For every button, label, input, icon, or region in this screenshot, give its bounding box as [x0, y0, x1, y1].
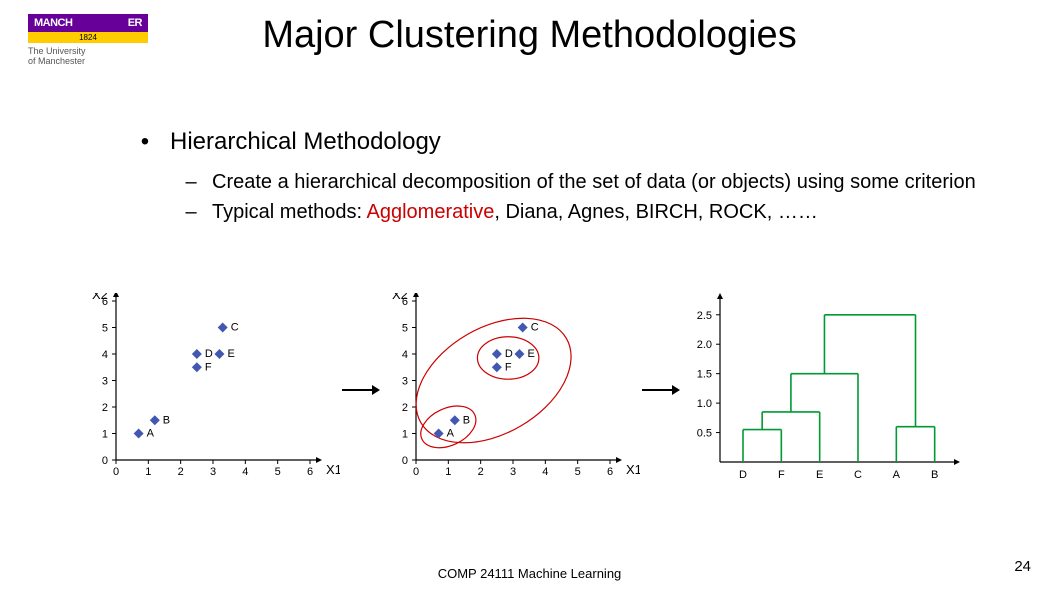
svg-text:2: 2	[178, 466, 184, 478]
svg-text:2: 2	[478, 466, 484, 478]
svg-text:A: A	[447, 427, 455, 439]
svg-text:1: 1	[102, 428, 108, 440]
page-title: Major Clustering Methodologies	[0, 14, 1059, 57]
dendrogram: 0.5 1.0 1.5 2.0 2.5 D F E C A B	[680, 293, 960, 488]
svg-text:3: 3	[510, 466, 516, 478]
svg-text:3: 3	[102, 375, 108, 387]
svg-text:2.0: 2.0	[697, 339, 712, 351]
svg-text:D: D	[205, 348, 213, 360]
svg-text:X1: X1	[626, 462, 640, 477]
svg-text:1: 1	[402, 428, 408, 440]
svg-text:A: A	[147, 427, 155, 439]
bullet-heading: Hierarchical Methodology	[170, 128, 441, 156]
svg-text:F: F	[505, 361, 512, 373]
svg-text:0.5: 0.5	[697, 427, 712, 439]
scatter-plot-2: 01234560123456X1X2ABCDEF	[380, 293, 640, 488]
content-block: • Hierarchical Methodology –Create a hie…	[120, 128, 1000, 229]
svg-text:0: 0	[102, 455, 108, 467]
svg-text:2: 2	[402, 402, 408, 414]
svg-text:X1: X1	[326, 462, 340, 477]
svg-text:B: B	[163, 414, 170, 426]
arrow-1	[340, 380, 380, 400]
svg-text:X2: X2	[92, 293, 108, 302]
scatter-plot-1: 01234560123456X1X2ABCDEF	[80, 293, 340, 488]
svg-text:A: A	[893, 469, 901, 481]
bullet-level1: • Hierarchical Methodology	[120, 128, 1000, 156]
page-number: 24	[1014, 558, 1031, 575]
svg-text:C: C	[854, 469, 862, 481]
svg-text:E: E	[527, 348, 534, 360]
svg-text:E: E	[227, 348, 234, 360]
svg-text:3: 3	[210, 466, 216, 478]
svg-text:C: C	[531, 321, 539, 333]
svg-text:1.0: 1.0	[697, 398, 712, 410]
svg-text:6: 6	[607, 466, 613, 478]
svg-text:2.5: 2.5	[697, 309, 712, 321]
svg-text:4: 4	[402, 349, 408, 361]
svg-text:B: B	[463, 414, 470, 426]
svg-text:1.5: 1.5	[697, 368, 712, 380]
svg-text:5: 5	[575, 466, 581, 478]
sub-item-text: Create a hierarchical decomposition of t…	[212, 170, 1000, 196]
svg-text:5: 5	[102, 322, 108, 334]
svg-text:F: F	[778, 469, 785, 481]
svg-text:C: C	[231, 321, 239, 333]
svg-text:5: 5	[402, 322, 408, 334]
arrow-2	[640, 380, 680, 400]
svg-text:0: 0	[113, 466, 119, 478]
svg-text:6: 6	[307, 466, 313, 478]
sub-item-text: Typical methods: Agglomerative, Diana, A…	[212, 200, 1000, 226]
svg-text:5: 5	[275, 466, 281, 478]
footer-text: COMP 24111 Machine Learning	[0, 566, 1059, 581]
svg-text:D: D	[505, 348, 513, 360]
svg-text:X2: X2	[392, 293, 408, 302]
svg-text:2: 2	[102, 402, 108, 414]
svg-text:D: D	[739, 469, 747, 481]
dash-mark: –	[170, 170, 212, 196]
bullet-dot: •	[120, 128, 170, 156]
svg-text:B: B	[931, 469, 938, 481]
svg-text:0: 0	[402, 455, 408, 467]
svg-text:4: 4	[242, 466, 248, 478]
charts-row: 01234560123456X1X2ABCDEF 01234560123456X…	[80, 285, 1000, 495]
svg-text:F: F	[205, 361, 212, 373]
svg-text:E: E	[816, 469, 823, 481]
svg-text:3: 3	[402, 375, 408, 387]
svg-text:1: 1	[445, 466, 451, 478]
bullet-level2: –Typical methods: Agglomerative, Diana, …	[170, 200, 1000, 226]
sub-items-container: –Create a hierarchical decomposition of …	[120, 170, 1000, 225]
svg-text:4: 4	[542, 466, 548, 478]
svg-text:1: 1	[145, 466, 151, 478]
bullet-level2: –Create a hierarchical decomposition of …	[170, 170, 1000, 196]
svg-text:4: 4	[102, 349, 108, 361]
dash-mark: –	[170, 200, 212, 226]
svg-text:0: 0	[413, 466, 419, 478]
